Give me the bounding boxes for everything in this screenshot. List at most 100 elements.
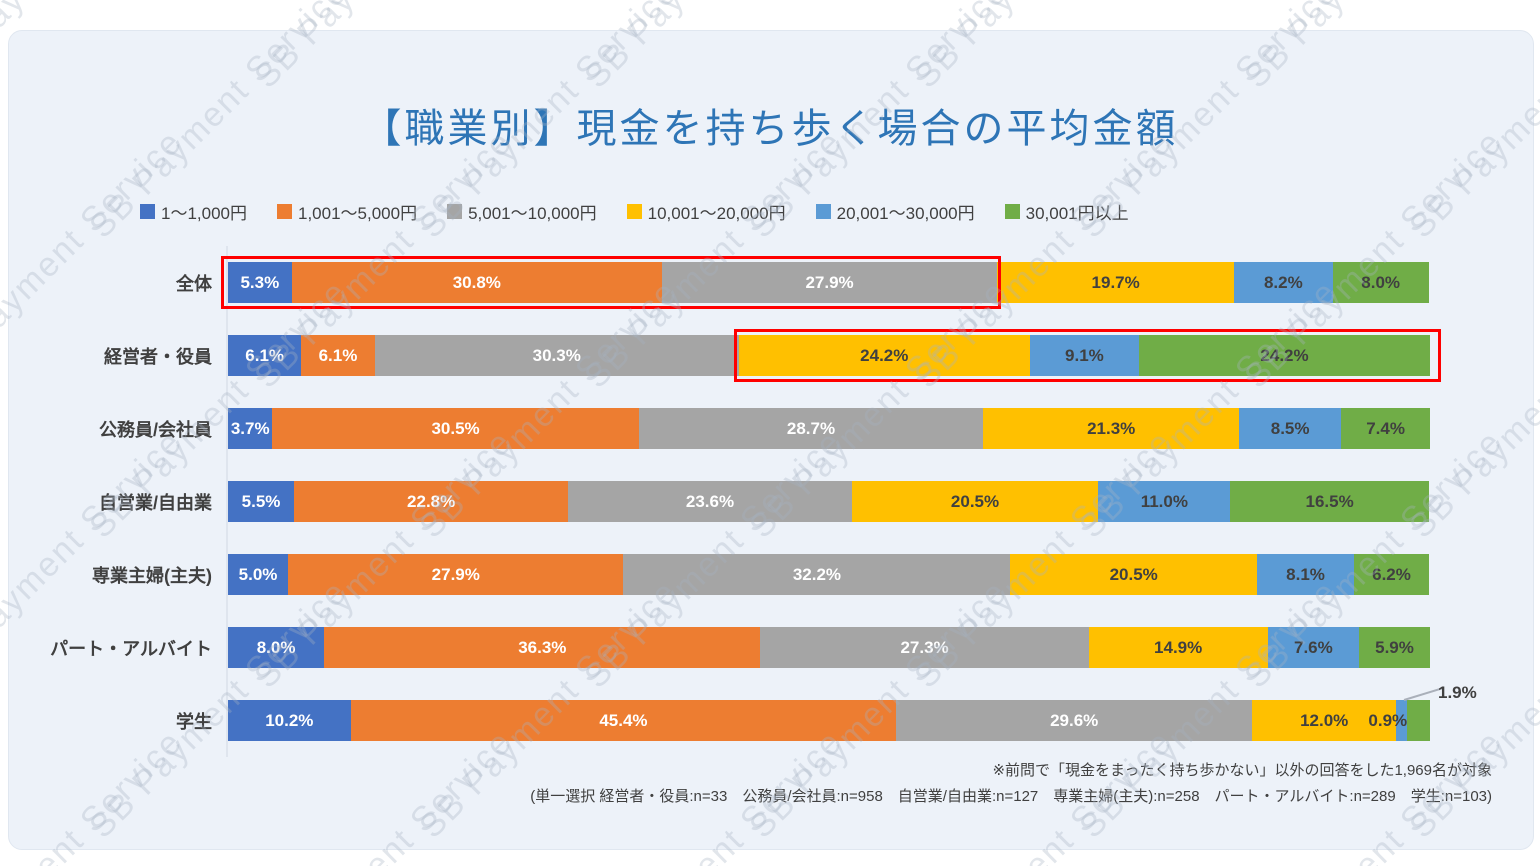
legend-label: 1,001～5,000円 [298,204,418,223]
footnotes: ※前問で「現金をまったく持ち歩かない」以外の回答をした1,969名が対象 (単一… [530,758,1492,811]
legend-label: 10,001～20,000円 [647,204,786,223]
legend-item-2: 5,001～10,000円 [447,199,597,224]
bar-segment: 5.5% [228,481,295,522]
bar-segment: 8.0% [1332,262,1429,303]
stacked-bar: 8.0% 36.3% 27.3% 14.9% 7.6% 5.9% [228,627,1430,668]
segment-value-label: 29.6% [1050,710,1099,730]
segment-value-label: 8.1% [1286,564,1325,584]
stacked-bar: 3.7% 30.5% 28.7% 21.3% 8.5% 7.4% [228,408,1430,449]
bar-segment: 8.5% [1239,408,1342,449]
segment-value-label: 11.0% [1140,491,1188,511]
row-label: 全体 [176,273,212,294]
bar-segment: 22.8% [294,481,569,522]
segment-value-label: 27.9% [431,564,480,584]
chart-row: 自営業/自由業 5.5% 22.8% 23.6% 20.5% 11.0% 16.5% [0,465,1430,538]
segment-value-label-outside: 0.9% [1368,710,1408,730]
segment-value-label: 14.9% [1154,637,1203,657]
bar-segment: 30.3% [374,335,739,376]
chart-row: 学生 0.9% 1.9% 10.2% 45.4% 29.6% 12.0% [0,683,1477,757]
segment-value-label: 6.1% [245,345,285,365]
legend-swatch-icon [277,204,292,219]
bar-segment: 29.6% [896,700,1253,741]
chart-row: パート・アルバイト 8.0% 36.3% 27.3% 14.9% 7.6% 5.9% [0,611,1430,684]
legend-swatch-icon [140,204,155,219]
segment-value-label: 8.2% [1263,272,1303,292]
bar-segment: 20.5% [851,481,1099,522]
row-label: パート・アルバイト [50,638,212,659]
segment-value-label: 19.7% [1091,272,1140,292]
bar-area: 6.1% 6.1% 30.3% 24.2% 9.1% 24.2% [228,329,1441,382]
bar-segment: 7.4% [1341,408,1430,449]
bar-segment [1396,700,1408,741]
bar-segment: 6.1% [228,335,302,376]
row-label: 専業主婦(主夫) [92,565,212,586]
segment-value-label: 32.2% [792,564,842,584]
bar-area: 8.0% 36.3% 27.3% 14.9% 7.6% 5.9% [228,627,1430,668]
bar-segment: 8.2% [1234,262,1333,303]
bar-segment: 5.3% [228,262,292,303]
stacked-bar-chart: 全体 5.3% 30.8% 27.9% 19.7% 8.2% 8.0% 経営者・役員 6.1% 6… [0,246,1477,757]
legend-item-1: 1,001～5,000円 [277,199,417,224]
segment-value-label: 7.4% [1366,418,1405,438]
bar-segment: 9.1% [1029,335,1140,376]
row-label: 公務員/会社員 [98,419,212,440]
bar-segment: 19.7% [997,262,1235,303]
bar-segment: 21.3% [983,408,1240,449]
legend-swatch-icon [626,204,642,219]
segment-value-label: 8.0% [256,637,296,657]
bar-segment: 14.9% [1088,627,1268,668]
chart-row: 全体 5.3% 30.8% 27.9% 19.7% 8.2% 8.0% [0,246,1430,319]
bar-segment: 5.9% [1359,627,1430,668]
chart-row: 専業主婦(主夫) 5.0% 27.9% 32.2% 20.5% 8.1% 6.2% [0,538,1430,611]
segment-value-label: 5.9% [1375,637,1414,657]
legend-label: 5,001～10,000円 [468,204,597,223]
segment-value-label: 24.2% [1260,345,1309,365]
bar-segment: 10.2% [228,700,351,741]
segment-value-label: 9.1% [1065,345,1104,365]
bar-segment: 6.2% [1354,554,1429,595]
bar-segment: 27.9% [661,262,998,303]
bar-segment: 12.0% [1252,700,1397,741]
segment-value-label: 45.4% [599,710,648,730]
bar-area: 3.7% 30.5% 28.7% 21.3% 8.5% 7.4% [228,408,1430,449]
bar-segment: 6.1% [301,335,375,376]
legend-label: 20,001～30,000円 [836,204,975,223]
legend-item-3: 10,001～20,000円 [626,199,786,224]
stacked-bar: 5.5% 22.8% 23.6% 20.5% 11.0% 16.5% [228,481,1430,522]
segment-value-label: 23.6% [685,491,735,511]
bar-segment: 24.2% [738,335,1030,376]
segment-value-label: 10.2% [265,710,314,730]
bar-segment: 20.5% [1010,554,1257,595]
bar-segment: 32.2% [623,554,1011,595]
stacked-bar: 5.3% 30.8% 27.9% 19.7% 8.2% 8.0% [228,262,1430,303]
row-label: 自営業/自由業 [98,492,212,513]
row-label: 学生 [176,711,212,732]
bar-segment: 5.0% [228,554,289,595]
legend-swatch-icon [447,204,463,219]
stacked-bar: 6.1% 6.1% 30.3% 24.2% 9.1% 24.2% [228,335,1430,376]
segment-value-label: 20.5% [1109,564,1158,584]
segment-value-label: 3.7% [230,418,270,438]
segment-value-label: 20.5% [950,491,1000,511]
segment-value-label: 16.5% [1305,491,1354,511]
segment-value-label: 8.0% [1361,272,1401,292]
bar-area: 5.5% 22.8% 23.6% 20.5% 11.0% 16.5% [228,481,1430,522]
footnote-n-counts: (単一選択 経営者・役員:n=33 公務員/会社員:n=958 自営業/自由業:… [530,788,1492,806]
segment-value-label: 30.8% [452,272,501,292]
bar-area: 0.9% 1.9% 10.2% 45.4% 29.6% 12.0% [228,683,1477,741]
bar-segment: 24.2% [1139,335,1430,376]
bar-segment: 28.7% [638,408,984,449]
segment-value-callout: 1.9% [1438,683,1477,702]
segment-value-label: 21.3% [1087,418,1136,438]
bar-segment: 8.0% [228,627,325,668]
row-label: 経営者・役員 [104,346,212,367]
bar-segment: 16.5% [1230,481,1429,522]
bar-segment: 27.3% [760,627,1089,668]
segment-value-label: 8.5% [1270,418,1310,438]
segment-value-label: 30.3% [532,345,581,365]
segment-value-label: 12.0% [1300,710,1349,730]
segment-value-label: 7.6% [1294,637,1333,657]
bar-segment: 3.7% [228,408,273,449]
legend-item-0: 1～1,000円 [140,199,247,224]
legend-swatch-icon [1004,204,1020,219]
